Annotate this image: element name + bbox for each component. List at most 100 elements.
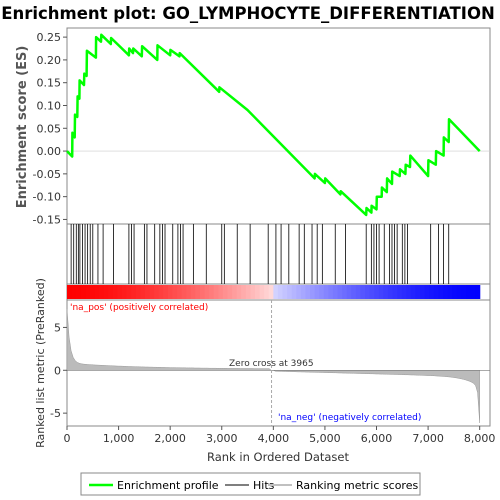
heatmap-cell bbox=[241, 285, 246, 299]
x-tick-label: 0 bbox=[64, 432, 71, 445]
negative-correlation-label: 'na_neg' (negatively correlated) bbox=[278, 413, 421, 423]
es-tick-label: -0.10 bbox=[33, 191, 61, 204]
es-tick-label: 0.25 bbox=[37, 31, 62, 44]
es-tick-label: 0.10 bbox=[37, 99, 62, 112]
heatmap-cell bbox=[301, 285, 306, 299]
heatmap-cell bbox=[140, 285, 145, 299]
metric-tick-label: -5 bbox=[50, 407, 61, 420]
es-tick-label: 0.05 bbox=[37, 122, 62, 135]
heatmap-cell bbox=[232, 285, 237, 299]
heatmap-cell bbox=[250, 285, 255, 299]
legend-label-ranking-metric: Ranking metric scores bbox=[296, 479, 418, 492]
es-tick-label: -0.05 bbox=[33, 168, 61, 181]
metric-axis-label: Ranked list metric (PreRanked) bbox=[34, 278, 47, 448]
heatmap-cell bbox=[264, 285, 269, 299]
legend: Enrichment profile Hits Ranking metric s… bbox=[81, 473, 420, 495]
heatmap-cell bbox=[200, 285, 205, 299]
heatmap-cell bbox=[370, 285, 375, 299]
es-panel-frame bbox=[67, 28, 490, 224]
heatmap-cell bbox=[438, 285, 443, 299]
x-axis-label: Rank in Ordered Dataset bbox=[207, 450, 350, 464]
heatmap-cell bbox=[223, 285, 228, 299]
heatmap-cell bbox=[383, 285, 388, 299]
heatmap-cell bbox=[113, 285, 118, 299]
heatmap-cell bbox=[273, 285, 278, 299]
heatmap-cell bbox=[287, 285, 292, 299]
heatmap-cell bbox=[379, 285, 384, 299]
heatmap-cell bbox=[328, 285, 333, 299]
x-tick-label: 4,000 bbox=[258, 432, 290, 445]
heatmap-cell bbox=[292, 285, 297, 299]
heatmap-cell bbox=[163, 285, 168, 299]
heatmap-cell bbox=[342, 285, 347, 299]
heatmap-cell bbox=[402, 285, 407, 299]
heatmap-cell bbox=[475, 285, 480, 299]
heatmap-cell bbox=[425, 285, 430, 299]
heatmap-cell bbox=[283, 285, 288, 299]
heatmap-cell bbox=[122, 285, 127, 299]
heatmap-cell bbox=[411, 285, 416, 299]
heatmap-cell bbox=[347, 285, 352, 299]
heatmap-cell bbox=[67, 285, 72, 299]
heatmap-cell bbox=[305, 285, 310, 299]
heatmap-cell bbox=[214, 285, 219, 299]
heatmap-cell bbox=[315, 285, 320, 299]
heatmap-cell bbox=[95, 285, 100, 299]
heatmap-cell bbox=[319, 285, 324, 299]
heatmap-cell bbox=[154, 285, 159, 299]
heatmap-cell bbox=[150, 285, 155, 299]
heatmap-cell bbox=[182, 285, 187, 299]
heatmap-cell bbox=[227, 285, 232, 299]
heatmap-cell bbox=[260, 285, 265, 299]
es-tick-label: -0.15 bbox=[33, 213, 61, 226]
heatmap-cell bbox=[356, 285, 361, 299]
es-tick-label: 0.00 bbox=[37, 145, 62, 158]
heatmap-cell bbox=[466, 285, 471, 299]
heatmap-cell bbox=[397, 285, 402, 299]
heatmap-cell bbox=[420, 285, 425, 299]
metric-tick-label: 5 bbox=[54, 321, 61, 334]
heatmap-cell bbox=[191, 285, 196, 299]
x-tick-label: 5,000 bbox=[309, 432, 341, 445]
hits-panel-frame bbox=[67, 224, 490, 284]
heatmap-cell bbox=[172, 285, 177, 299]
x-tick-label: 7,000 bbox=[412, 432, 444, 445]
heatmap-cell bbox=[415, 285, 420, 299]
heatmap-cell bbox=[108, 285, 113, 299]
chart-title: Enrichment plot: GO_LYMPHOCYTE_DIFFERENT… bbox=[1, 4, 495, 23]
heatmap-cell bbox=[136, 285, 141, 299]
es-axis-label: Enrichment score (ES) bbox=[15, 46, 30, 209]
heatmap-cell bbox=[90, 285, 95, 299]
x-tick-label: 3,000 bbox=[206, 432, 238, 445]
heatmap-cell bbox=[374, 285, 379, 299]
heatmap-cell bbox=[237, 285, 242, 299]
x-tick-label: 6,000 bbox=[361, 432, 393, 445]
heatmap-cell bbox=[205, 285, 210, 299]
heatmap-cell bbox=[246, 285, 251, 299]
heatmap-cell bbox=[310, 285, 315, 299]
metric-tick-label: 0 bbox=[54, 364, 61, 377]
heatmap-cell bbox=[104, 285, 109, 299]
heatmap-cell bbox=[388, 285, 393, 299]
es-axis: 0.25 0.20 0.15 0.10 0.05 0.00 -0.05 -0.10 -0.15 bbox=[33, 31, 67, 226]
heatmap-cell bbox=[145, 285, 150, 299]
metric-axis: 5 0 -5 bbox=[50, 321, 67, 420]
heatmap-cell bbox=[99, 285, 104, 299]
heatmap-cell bbox=[351, 285, 356, 299]
x-tick-label: 1,000 bbox=[103, 432, 135, 445]
heatmap-cell bbox=[269, 285, 274, 299]
legend-label-enrichment-profile: Enrichment profile bbox=[117, 479, 219, 492]
heatmap-cell bbox=[461, 285, 466, 299]
heatmap-cell bbox=[85, 285, 90, 299]
heatmap-cell bbox=[324, 285, 329, 299]
heatmap-cell bbox=[452, 285, 457, 299]
heatmap-cell bbox=[81, 285, 86, 299]
heatmap-cell bbox=[186, 285, 191, 299]
enrichment-profile-line bbox=[67, 35, 480, 215]
heatmap-cell bbox=[296, 285, 301, 299]
heatmap-cell bbox=[429, 285, 434, 299]
x-axis: 0 1,000 2,000 3,000 4,000 5,000 6,000 7,000 8,00… bbox=[64, 426, 496, 445]
x-tick-label: 8,000 bbox=[464, 432, 496, 445]
rank-heatmap bbox=[67, 285, 480, 299]
heatmap-cell bbox=[131, 285, 136, 299]
